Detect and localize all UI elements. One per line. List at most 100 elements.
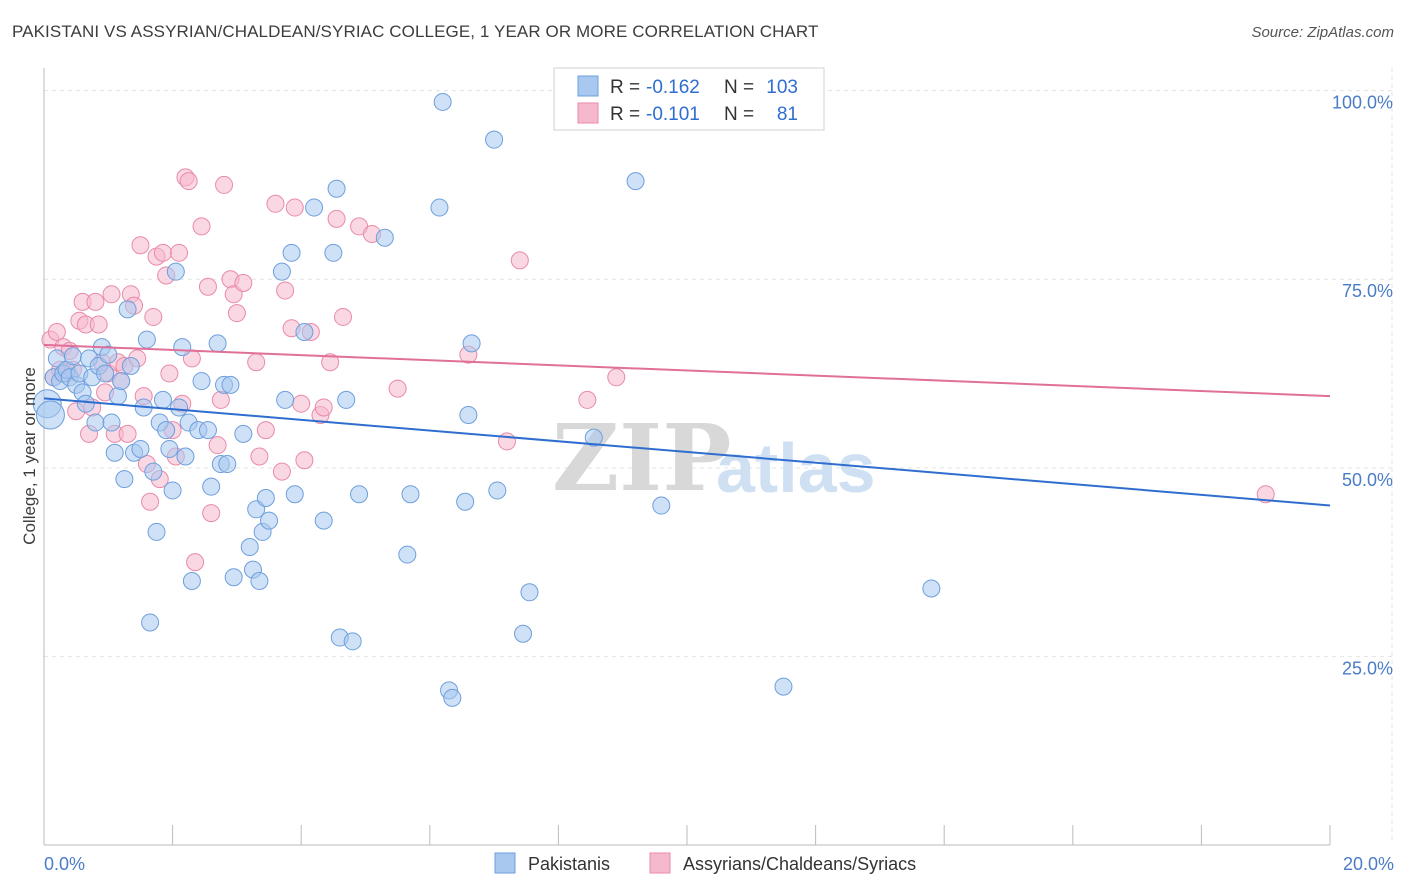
point-pakistanis-95 xyxy=(922,579,941,598)
point-pakistanis-61 xyxy=(256,488,275,507)
point-pakistanis-73 xyxy=(337,390,356,409)
point-assyrians-49 xyxy=(208,436,227,455)
point-pakistanis-20 xyxy=(102,413,121,432)
point-assyrians-58 xyxy=(256,421,275,440)
point-pakistanis-1 xyxy=(35,400,65,430)
legend-r-label-blue: R = xyxy=(610,77,640,98)
trend-line-blue xyxy=(43,397,1331,507)
point-pakistanis-66 xyxy=(285,485,304,504)
legend-swatch-pink xyxy=(577,102,599,124)
point-pakistanis-12 xyxy=(76,394,95,413)
point-assyrians-76 xyxy=(497,432,516,451)
axes xyxy=(43,68,1331,846)
point-pakistanis-85 xyxy=(462,334,481,353)
point-pakistanis-40 xyxy=(170,398,189,417)
legend-r-label-pink: R = xyxy=(610,104,640,125)
x-tick-label-right: 20.0% xyxy=(1343,854,1394,874)
point-assyrians-70 xyxy=(327,209,346,228)
point-pakistanis-74 xyxy=(343,632,362,651)
point-assyrians-63 xyxy=(285,198,304,217)
point-assyrians-28 xyxy=(131,236,150,255)
point-assyrians-51 xyxy=(215,175,234,194)
point-pakistanis-56 xyxy=(240,538,259,557)
y-tick-label-0: 100.0% xyxy=(1332,93,1393,113)
point-assyrians-2 xyxy=(47,323,66,342)
point-pakistanis-52 xyxy=(218,455,237,474)
point-pakistanis-25 xyxy=(118,300,137,319)
point-assyrians-32 xyxy=(144,307,163,326)
point-assyrians-71 xyxy=(333,307,352,326)
series-pakistanis-points xyxy=(32,92,941,707)
point-pakistanis-31 xyxy=(141,613,160,632)
point-pakistanis-79 xyxy=(430,198,449,217)
chart-title: PAKISTANI VS ASSYRIAN/CHALDEAN/SYRIAC CO… xyxy=(12,22,819,41)
point-pakistanis-32 xyxy=(144,462,163,481)
point-pakistanis-67 xyxy=(295,323,314,342)
point-pakistanis-26 xyxy=(121,356,140,375)
legend-r-value-blue: -0.162 xyxy=(646,77,700,98)
point-pakistanis-84 xyxy=(459,406,478,425)
point-pakistanis-70 xyxy=(324,243,343,262)
point-pakistanis-69 xyxy=(314,511,333,530)
y-axis-label: College, 1 year or more xyxy=(20,367,39,545)
point-assyrians-80 xyxy=(1256,485,1275,504)
point-assyrians-43 xyxy=(179,172,198,191)
point-pakistanis-35 xyxy=(153,390,172,409)
point-pakistanis-65 xyxy=(282,243,301,262)
point-pakistanis-24 xyxy=(115,470,134,489)
y-tick-label-2: 50.0% xyxy=(1342,470,1393,490)
point-pakistanis-78 xyxy=(401,485,420,504)
point-pakistanis-48 xyxy=(202,477,221,496)
point-assyrians-48 xyxy=(202,504,221,523)
correlation-legend: R = -0.162 N = 103 R = -0.101 N = 81 xyxy=(553,67,825,131)
point-pakistanis-38 xyxy=(163,481,182,500)
point-pakistanis-42 xyxy=(176,447,195,466)
point-assyrians-40 xyxy=(170,243,189,262)
point-assyrians-64 xyxy=(292,394,311,413)
legend-n-value-blue: 103 xyxy=(766,77,798,98)
point-pakistanis-59 xyxy=(250,571,269,590)
bottom-legend-swatch-pink xyxy=(649,852,671,874)
point-assyrians-46 xyxy=(192,217,211,236)
y-tick-label-3: 25.0% xyxy=(1342,658,1393,678)
legend-swatch-blue xyxy=(577,75,599,97)
legend-n-value-pink: 81 xyxy=(777,104,798,125)
y-tick-label-1: 75.0% xyxy=(1342,281,1393,301)
point-pakistanis-89 xyxy=(520,583,539,602)
point-assyrians-77 xyxy=(510,251,529,270)
point-assyrians-37 xyxy=(160,364,179,383)
watermark: ZIP atlas xyxy=(552,404,876,512)
point-assyrians-45 xyxy=(186,553,205,572)
point-pakistanis-22 xyxy=(108,387,127,406)
point-pakistanis-30 xyxy=(137,330,156,349)
watermark-atlas: atlas xyxy=(716,429,876,507)
y-tick-labels: 100.0% 75.0% 50.0% 25.0% xyxy=(1332,93,1393,679)
legend-n-label-pink: N = xyxy=(724,104,754,125)
bottom-legend-label-pink: Assyrians/Chaldeans/Syriacs xyxy=(683,854,916,874)
point-assyrians-59 xyxy=(266,194,285,213)
point-pakistanis-36 xyxy=(157,421,176,440)
point-pakistanis-88 xyxy=(514,624,533,643)
point-pakistanis-53 xyxy=(221,375,240,394)
point-pakistanis-39 xyxy=(166,262,185,281)
point-pakistanis-44 xyxy=(182,571,201,590)
point-pakistanis-68 xyxy=(305,198,324,217)
point-pakistanis-21 xyxy=(105,443,124,462)
point-pakistanis-77 xyxy=(398,545,417,564)
point-assyrians-69 xyxy=(321,353,340,372)
point-pakistanis-86 xyxy=(485,130,504,149)
legend-r-value-pink: -0.101 xyxy=(646,104,700,125)
point-pakistanis-33 xyxy=(147,522,166,541)
point-assyrians-31 xyxy=(141,492,160,511)
point-assyrians-50 xyxy=(211,390,230,409)
point-pakistanis-94 xyxy=(774,677,793,696)
point-pakistanis-47 xyxy=(198,421,217,440)
point-pakistanis-41 xyxy=(173,338,192,357)
point-pakistanis-49 xyxy=(208,334,227,353)
point-assyrians-47 xyxy=(198,277,217,296)
point-pakistanis-54 xyxy=(224,568,243,587)
point-pakistanis-37 xyxy=(160,439,179,458)
point-assyrians-68 xyxy=(314,398,333,417)
point-pakistanis-75 xyxy=(350,485,369,504)
